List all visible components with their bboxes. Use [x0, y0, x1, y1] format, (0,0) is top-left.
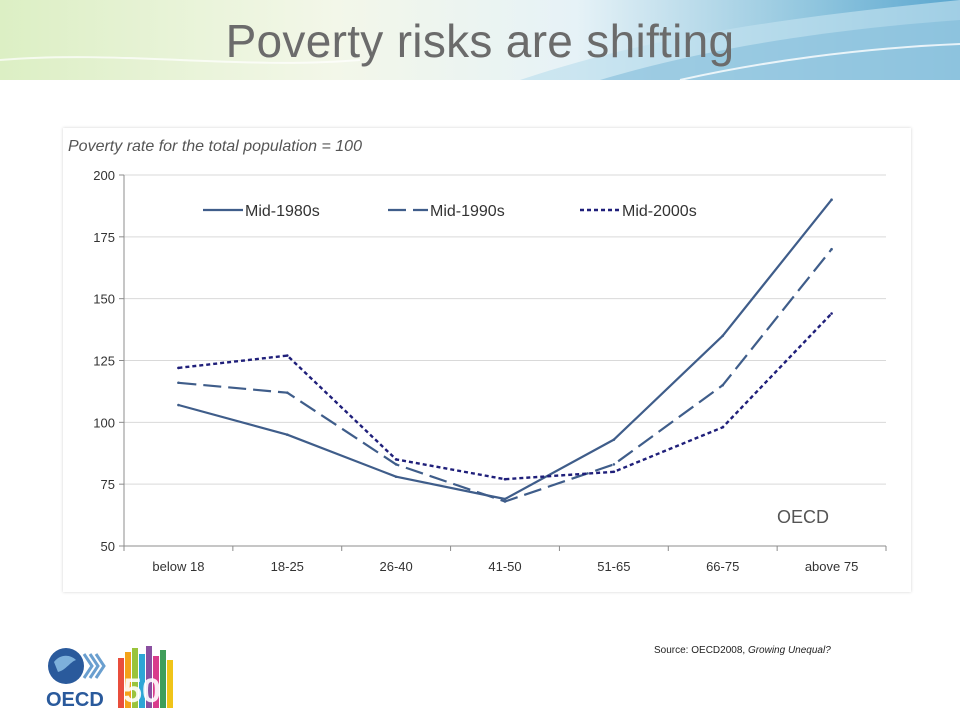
x-tick-label: 26-40	[380, 559, 413, 574]
x-tick-label: above 75	[805, 559, 859, 574]
y-tick-label: 75	[101, 477, 115, 492]
x-tick-label: 51-65	[597, 559, 630, 574]
series-line-mid-1980s	[178, 199, 833, 501]
data-point	[285, 354, 289, 357]
data-point	[177, 366, 180, 370]
source-title: Growing Unequal?	[747, 645, 831, 656]
x-tick-label: 66-75	[706, 559, 739, 574]
y-tick-label: 100	[93, 415, 115, 430]
data-point	[612, 438, 616, 441]
legend: Mid-1980s Mid-1990s Mid-2000s	[203, 203, 697, 220]
chart-title: Poverty rate for the total population = …	[68, 138, 362, 155]
data-point	[721, 334, 725, 338]
x-tick-label: 18-25	[271, 559, 304, 574]
data-point	[830, 198, 833, 202]
source-prefix: Source: OECD2008,	[654, 645, 748, 656]
data-point	[830, 312, 833, 315]
data-point	[394, 463, 398, 466]
logo-text: OECD	[46, 689, 104, 711]
data-point	[721, 383, 725, 387]
legend-label: Mid-2000s	[622, 203, 697, 220]
colored-bars-icon	[118, 646, 173, 708]
x-tick-label: 41-50	[488, 559, 521, 574]
legend-label: Mid-1990s	[430, 203, 505, 220]
series-layer	[177, 198, 833, 503]
data-point	[394, 475, 398, 479]
oecd-watermark: OECD	[777, 507, 829, 527]
data-point	[394, 458, 398, 461]
header-banner	[0, 0, 960, 80]
series-line-mid-1990s	[178, 248, 833, 503]
grid-layer	[124, 174, 886, 485]
data-point	[285, 391, 289, 394]
legend-label: Mid-1980s	[245, 203, 320, 220]
source-note: Source: OECD2008, Growing Unequal?	[654, 645, 831, 656]
data-point	[721, 425, 725, 429]
data-point	[503, 500, 507, 503]
axis-layer: 50 75 100 125 150 175 200 below 18 18-25 26-40 41-…	[93, 168, 887, 574]
y-tick-label: 175	[93, 230, 115, 245]
data-point	[503, 497, 507, 501]
data-point	[177, 381, 180, 385]
y-tick-label: 125	[93, 354, 115, 369]
data-point	[612, 470, 616, 474]
data-point	[612, 463, 616, 466]
chevron-right-icon	[82, 653, 106, 679]
y-tick-label: 150	[93, 292, 115, 307]
x-tick-label: below 18	[152, 559, 204, 574]
data-point	[830, 247, 833, 251]
data-point	[503, 477, 507, 481]
page-title: Poverty risks are shifting	[225, 15, 735, 67]
logo-number: 50	[123, 672, 161, 710]
y-tick-label: 50	[101, 539, 115, 554]
poverty-line-chart: Poverty rate for the total population = …	[68, 138, 887, 574]
series-line-mid-2000s	[178, 312, 833, 481]
oecd-50-logo: OECD 50	[46, 646, 173, 711]
y-tick-label: 200	[93, 168, 115, 183]
data-point	[285, 433, 289, 437]
data-point	[177, 403, 180, 407]
